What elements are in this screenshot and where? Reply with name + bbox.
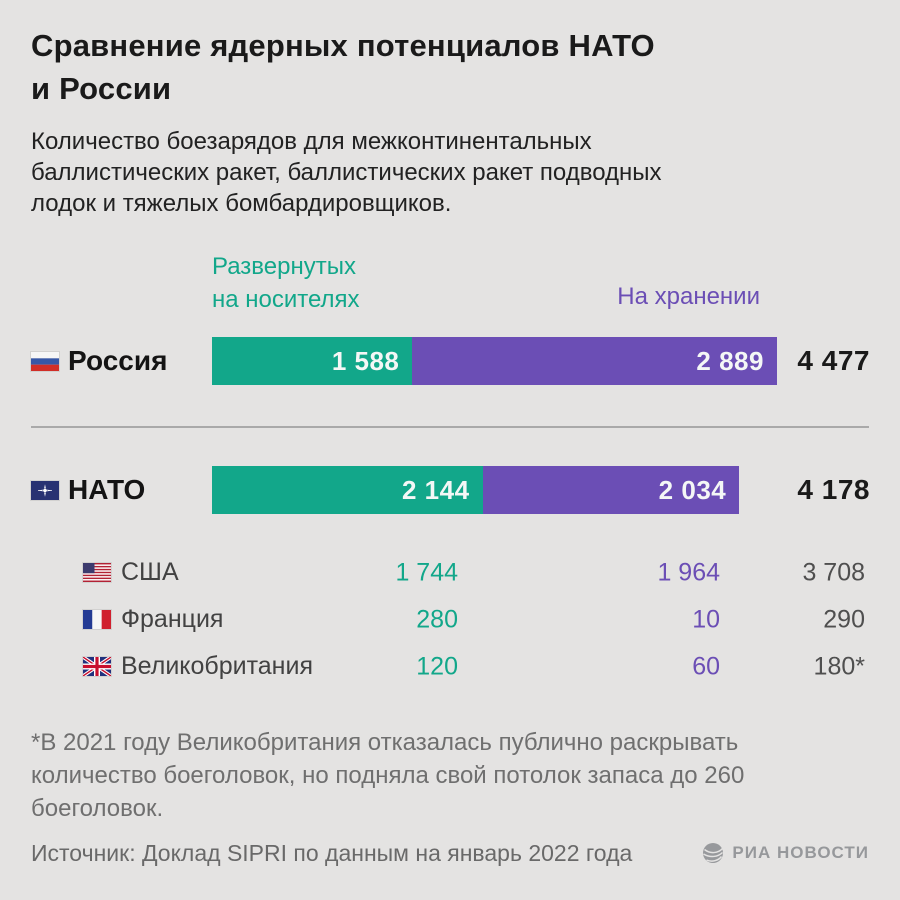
legend-stored-label: На хранении (617, 283, 760, 310)
russia-deployed-value: 1 588 (331, 345, 400, 376)
france-deployed-value: 280 (416, 605, 458, 633)
legend-deployed-label: Развернутых на носителях (212, 253, 360, 313)
uk-deployed-value: 120 (416, 652, 458, 680)
uk-label: Великобритания (121, 652, 313, 680)
nato-bar: 2 144 2 034 (212, 466, 777, 514)
russia-bar: 1 588 2 889 (212, 337, 777, 385)
member-row-uk: Великобритания 120 60 180* (0, 643, 900, 690)
russia-label: Россия (68, 345, 168, 376)
subtitle: Количество боезарядов для межконтинентал… (31, 128, 662, 217)
uk-total: 180* (813, 652, 865, 680)
brand-name: РИА НОВОСТИ (732, 843, 869, 862)
france-flag-icon (83, 610, 111, 629)
bar-row-nato: НАТО 2 144 2 034 4 178 (0, 466, 900, 514)
nato-total: 4 178 (797, 474, 870, 505)
source-text: Источник: Доклад SIPRI по данным на янва… (31, 840, 633, 866)
russia-stored-segment: 2 889 (412, 337, 777, 385)
uk-stored-value: 60 (692, 652, 720, 680)
uk-flag-icon (83, 657, 111, 676)
russia-country: Россия (31, 337, 167, 385)
member-row-usa: США 1 744 1 964 3 708 (0, 549, 900, 596)
nato-country: НАТО (31, 466, 145, 514)
title-line-1: Сравнение ядерных потенциалов НАТО (31, 28, 655, 63)
nato-stored-segment: 2 034 (482, 466, 740, 514)
nato-stored-value: 2 034 (658, 474, 727, 505)
france-stored-value: 10 (692, 605, 720, 633)
usa-stored-value: 1 964 (657, 558, 720, 586)
usa-flag-icon (83, 563, 111, 582)
usa-label: США (121, 558, 179, 586)
ria-globe-icon (703, 843, 724, 863)
usa-total: 3 708 (802, 558, 865, 586)
usa-deployed-value: 1 744 (395, 558, 458, 586)
bar-row-russia: Россия 1 588 2 889 4 477 (0, 337, 900, 385)
france-label: Франция (121, 605, 224, 633)
nato-deployed-segment: 2 144 (212, 466, 483, 514)
russia-total: 4 477 (797, 345, 870, 376)
member-row-france: Франция 280 10 290 (0, 596, 900, 643)
nato-deployed-value: 2 144 (401, 474, 470, 505)
divider-line (31, 426, 869, 428)
footnote: *В 2021 году Великобритания отказалась п… (31, 729, 745, 822)
nato-flag-icon (31, 480, 59, 500)
russia-stored-value: 2 889 (696, 345, 764, 376)
usa-country: США (83, 549, 179, 596)
france-total: 290 (823, 605, 865, 633)
france-country: Франция (83, 596, 223, 643)
russia-flag-icon (31, 351, 59, 371)
title-line-2: и России (31, 71, 172, 106)
brand-logo: РИА НОВОСТИ (701, 841, 869, 865)
uk-country: Великобритания (83, 643, 313, 690)
russia-deployed-segment: 1 588 (212, 337, 413, 385)
nato-label: НАТО (68, 474, 146, 505)
page-title: Сравнение ядерных потенциалов НАТО и Рос… (31, 24, 871, 110)
